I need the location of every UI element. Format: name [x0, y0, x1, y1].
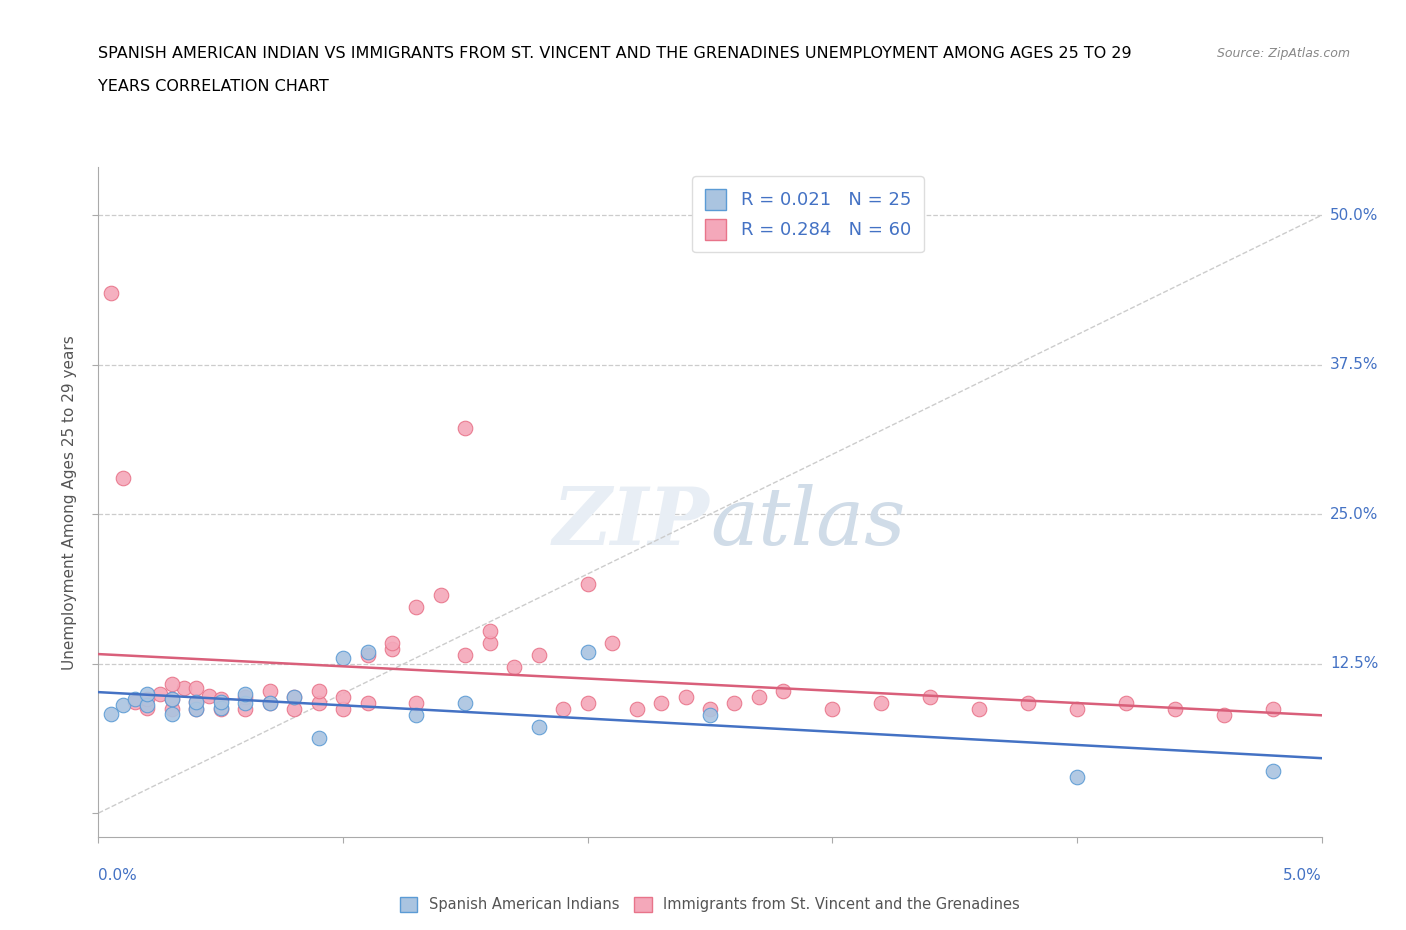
Point	[197, 688, 219, 703]
Point	[259, 696, 281, 711]
Text: ZIP: ZIP	[553, 484, 710, 561]
Text: Source: ZipAtlas.com: Source: ZipAtlas.com	[1216, 46, 1350, 60]
Point	[699, 708, 721, 723]
Point	[870, 696, 893, 711]
Point	[308, 730, 330, 745]
Point	[233, 701, 256, 716]
Point	[111, 698, 134, 713]
Point	[332, 701, 354, 716]
Point	[209, 695, 232, 710]
Point	[259, 696, 281, 711]
Point	[209, 701, 232, 716]
Point	[186, 695, 208, 710]
Point	[1164, 701, 1187, 716]
Point	[124, 692, 146, 707]
Point	[1261, 701, 1284, 716]
Point	[100, 286, 122, 300]
Point	[209, 700, 232, 715]
Point	[283, 690, 305, 705]
Point	[821, 701, 844, 716]
Point	[100, 707, 122, 722]
Point	[381, 642, 404, 657]
Point	[1017, 696, 1039, 711]
Point	[553, 701, 575, 716]
Point	[405, 600, 427, 615]
Point	[576, 644, 599, 659]
Point	[308, 684, 330, 698]
Point	[160, 701, 183, 716]
Point	[332, 690, 354, 705]
Point	[283, 701, 305, 716]
Text: 12.5%: 12.5%	[1330, 657, 1378, 671]
Point	[233, 686, 256, 701]
Point	[1212, 708, 1234, 723]
Text: SPANISH AMERICAN INDIAN VS IMMIGRANTS FROM ST. VINCENT AND THE GRENADINES UNEMPL: SPANISH AMERICAN INDIAN VS IMMIGRANTS FR…	[98, 46, 1132, 61]
Point	[454, 420, 477, 435]
Point	[186, 680, 208, 695]
Point	[576, 576, 599, 591]
Point	[1115, 696, 1137, 711]
Point	[356, 696, 378, 711]
Point	[478, 624, 501, 639]
Point	[111, 471, 134, 485]
Point	[699, 701, 721, 716]
Point	[149, 686, 172, 701]
Point	[1066, 701, 1088, 716]
Point	[430, 588, 453, 603]
Point	[136, 692, 159, 707]
Point	[283, 690, 305, 705]
Point	[356, 644, 378, 659]
Point	[186, 695, 208, 710]
Point	[1261, 764, 1284, 778]
Text: 37.5%: 37.5%	[1330, 357, 1378, 372]
Point	[454, 696, 477, 711]
Text: 5.0%: 5.0%	[1282, 868, 1322, 883]
Point	[209, 692, 232, 707]
Point	[136, 698, 159, 713]
Point	[478, 636, 501, 651]
Point	[772, 684, 794, 698]
Text: 50.0%: 50.0%	[1330, 207, 1378, 222]
Point	[650, 696, 672, 711]
Point	[356, 648, 378, 663]
Point	[233, 690, 256, 705]
Point	[527, 720, 550, 735]
Point	[332, 650, 354, 665]
Point	[173, 680, 195, 695]
Point	[527, 648, 550, 663]
Point	[160, 707, 183, 722]
Point	[1066, 770, 1088, 785]
Text: YEARS CORRELATION CHART: YEARS CORRELATION CHART	[98, 79, 329, 94]
Point	[626, 701, 648, 716]
Legend: Spanish American Indians, Immigrants from St. Vincent and the Grenadines: Spanish American Indians, Immigrants fro…	[394, 891, 1026, 918]
Point	[233, 696, 256, 711]
Point	[600, 636, 623, 651]
Text: 0.0%: 0.0%	[98, 868, 138, 883]
Point	[748, 690, 770, 705]
Point	[259, 684, 281, 698]
Y-axis label: Unemployment Among Ages 25 to 29 years: Unemployment Among Ages 25 to 29 years	[62, 335, 77, 670]
Point	[405, 708, 427, 723]
Point	[308, 696, 330, 711]
Point	[454, 648, 477, 663]
Point	[381, 636, 404, 651]
Point	[675, 690, 697, 705]
Point	[136, 686, 159, 701]
Point	[920, 690, 942, 705]
Point	[405, 696, 427, 711]
Text: 25.0%: 25.0%	[1330, 507, 1378, 522]
Point	[186, 701, 208, 716]
Point	[967, 701, 990, 716]
Point	[186, 701, 208, 716]
Point	[136, 700, 159, 715]
Point	[160, 676, 183, 691]
Point	[124, 695, 146, 710]
Point	[160, 692, 183, 707]
Text: atlas: atlas	[710, 484, 905, 561]
Point	[576, 696, 599, 711]
Point	[160, 692, 183, 707]
Point	[503, 659, 526, 674]
Point	[723, 696, 745, 711]
